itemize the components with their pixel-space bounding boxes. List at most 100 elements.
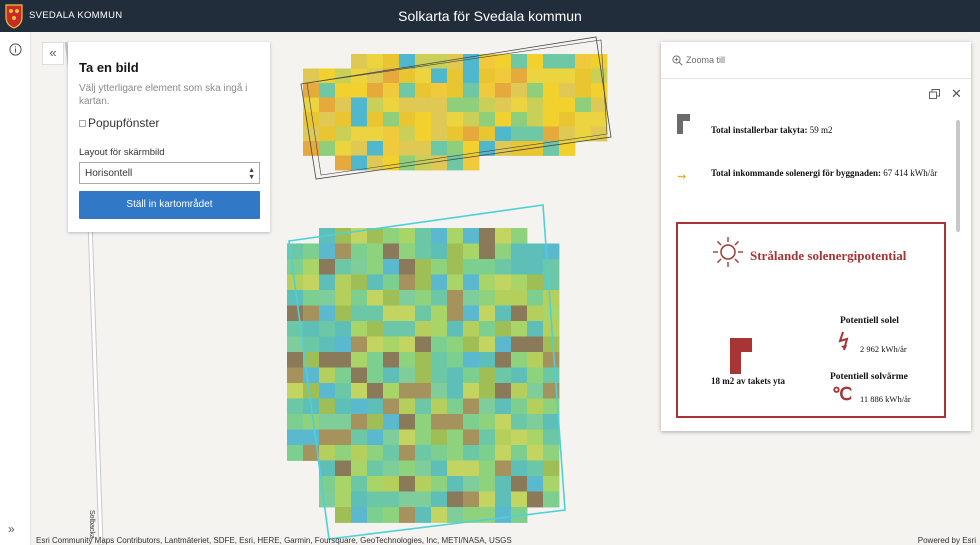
solar-cell <box>447 274 464 291</box>
solar-cell <box>415 290 432 306</box>
solar-cell <box>527 290 544 306</box>
solar-cell <box>511 126 528 142</box>
panel-description: Välj ytterligare element som ska ingå i … <box>79 83 248 107</box>
zoom-to-link[interactable]: Zooma till <box>686 55 726 65</box>
solar-cell <box>527 352 544 368</box>
layout-select[interactable]: Horisontell ▲ ▼ <box>79 162 260 184</box>
area-label: 18 m2 av takets yta <box>711 376 785 386</box>
solar-cell <box>511 68 528 84</box>
solar-cell <box>287 445 304 461</box>
popup-scrollbar[interactable] <box>956 120 960 232</box>
solar-cell <box>511 398 528 415</box>
solar-cell <box>415 429 432 446</box>
solar-cell <box>415 243 432 260</box>
solar-cell <box>287 414 304 430</box>
solar-cell <box>431 54 448 69</box>
solar-cell <box>527 305 544 322</box>
solar-cell <box>351 97 368 113</box>
solar-cell <box>415 383 432 399</box>
dock-icon[interactable] <box>929 89 940 99</box>
solar-cell <box>335 290 352 306</box>
solar-cell <box>431 97 448 113</box>
solar-cell <box>335 507 352 523</box>
collapse-panel-button[interactable]: « <box>42 42 64 65</box>
solar-cell <box>351 126 368 142</box>
solar-cell <box>415 97 432 113</box>
solar-cell <box>511 414 528 430</box>
solar-cell <box>527 491 544 508</box>
solar-cell <box>479 274 496 291</box>
solar-cell <box>399 507 416 523</box>
solar-cell <box>495 228 512 244</box>
building-outline-north-inner <box>306 39 608 176</box>
solar-cell <box>463 243 480 260</box>
solar-cell <box>415 274 432 291</box>
solar-cell <box>351 414 368 430</box>
solar-cell <box>415 476 432 492</box>
solar-cell <box>479 383 496 399</box>
app-header: SVEDALA KOMMUN Solkarta för Svedala komm… <box>0 0 980 32</box>
solar-cell <box>367 68 384 84</box>
setup-map-area-button[interactable]: Ställ in kartområdet <box>79 191 260 219</box>
solar-cell <box>463 476 480 492</box>
solar-cell <box>351 460 368 477</box>
solar-cell <box>367 491 384 508</box>
solar-cell <box>527 398 544 415</box>
sun-icon <box>713 237 743 267</box>
solar-cell <box>479 259 496 275</box>
solar-cell <box>367 97 384 113</box>
solar-cell <box>511 321 528 337</box>
solar-cell <box>383 336 400 353</box>
solar-cell <box>447 445 464 461</box>
close-icon[interactable]: ✕ <box>951 86 962 101</box>
checkbox-box[interactable] <box>79 119 86 127</box>
info-icon[interactable] <box>9 43 22 56</box>
solar-cell <box>591 97 608 113</box>
solar-cell <box>399 97 416 113</box>
zoom-in-icon[interactable] <box>672 55 683 66</box>
solar-rays-icon: ⇝ <box>677 171 687 183</box>
solar-cell <box>543 290 560 306</box>
solar-cell <box>431 141 448 156</box>
solar-cell <box>287 383 304 399</box>
solar-cell <box>527 112 544 127</box>
solar-cell <box>495 68 512 84</box>
solar-cell <box>543 414 560 430</box>
solar-cell <box>335 383 352 399</box>
heat-value: 11 886 kWh/år <box>860 394 911 404</box>
solar-cell <box>399 476 416 492</box>
solar-cell <box>527 445 544 461</box>
road <box>86 191 104 545</box>
solar-cell <box>287 259 304 275</box>
solar-cell <box>335 112 352 127</box>
left-sidebar: » <box>0 32 31 545</box>
solar-cell <box>383 83 400 98</box>
solar-cell <box>479 460 496 477</box>
solar-cell <box>559 112 576 127</box>
solar-cell <box>431 290 448 306</box>
solar-cell <box>527 321 544 337</box>
solar-cell <box>287 398 304 415</box>
solar-cell <box>511 476 528 492</box>
solar-cell <box>319 274 336 291</box>
solar-cell <box>383 491 400 508</box>
solar-cell <box>495 321 512 337</box>
expand-sidebar-icon[interactable]: » <box>8 522 15 536</box>
map-canvas[interactable] <box>31 32 980 545</box>
solar-cell <box>511 97 528 113</box>
solar-cell <box>495 97 512 113</box>
popup-checkbox[interactable]: Popupfönster <box>79 116 159 130</box>
solar-cell <box>383 445 400 461</box>
electricity-value: 2 962 kWh/år <box>860 344 907 354</box>
solar-cell <box>351 476 368 492</box>
solar-cell <box>415 414 432 430</box>
solar-cell <box>383 305 400 322</box>
solar-cell <box>399 383 416 399</box>
solar-cell <box>383 274 400 291</box>
solar-cell <box>383 321 400 337</box>
solar-cell <box>287 305 304 322</box>
solar-cell <box>367 367 384 384</box>
powered-by[interactable]: Powered by Esri <box>917 536 976 545</box>
solar-cell <box>351 54 368 69</box>
solar-cell <box>303 290 320 306</box>
